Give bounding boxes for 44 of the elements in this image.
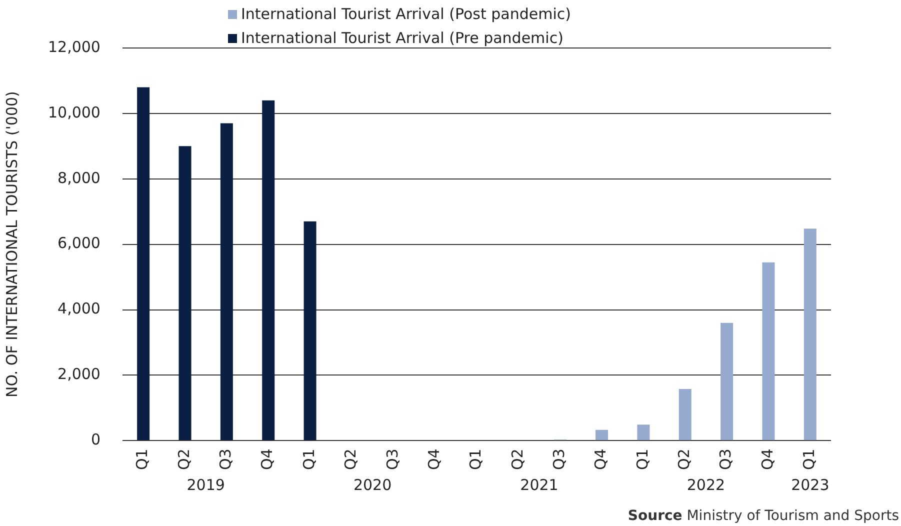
bar bbox=[762, 262, 775, 440]
x-tick-label: Q1 bbox=[133, 448, 152, 470]
x-tick-label: Q3 bbox=[716, 448, 735, 470]
y-tick-label: 0 bbox=[90, 430, 100, 449]
x-tick-label: Q2 bbox=[508, 448, 526, 470]
x-tick-label: Q4 bbox=[258, 448, 276, 470]
bar bbox=[804, 228, 816, 440]
x-tick-label: Q4 bbox=[758, 448, 776, 470]
legend-label: International Tourist Arrival (Post pandemic) bbox=[240, 4, 571, 25]
x-tick-label: Q2 bbox=[342, 448, 360, 470]
bar bbox=[637, 424, 650, 440]
y-tick-label: 10,000 bbox=[48, 103, 100, 122]
bar bbox=[220, 123, 233, 440]
bar bbox=[678, 388, 692, 440]
x-tick-label: Q1 bbox=[800, 448, 818, 470]
text: 2020 bbox=[353, 476, 392, 494]
bar bbox=[178, 146, 192, 440]
bar bbox=[596, 430, 608, 440]
x-tick-label: Q3 bbox=[383, 448, 402, 470]
bar bbox=[262, 100, 275, 440]
text: 2023 bbox=[791, 476, 830, 494]
x-tick-label: Q2 bbox=[675, 448, 694, 470]
y-tick-label: 2,000 bbox=[58, 365, 100, 384]
text: 2021 bbox=[520, 476, 558, 494]
x-tick-label: Q4 bbox=[592, 448, 610, 470]
x-tick-label: Q3 bbox=[216, 448, 235, 470]
x-tick-label: Q1 bbox=[633, 448, 652, 470]
bar bbox=[720, 322, 734, 440]
text: 2022 bbox=[686, 476, 726, 494]
bar bbox=[137, 87, 150, 440]
y-tick-label: 12,000 bbox=[48, 38, 100, 56]
y-tick-label: 8,000 bbox=[58, 168, 100, 187]
source-note: Source Ministry of Tourism and Sports bbox=[628, 508, 899, 524]
text: 2019 bbox=[186, 476, 225, 494]
x-tick-label: Q1 bbox=[466, 448, 485, 470]
x-tick-label: Q2 bbox=[174, 448, 193, 470]
bar bbox=[304, 221, 316, 440]
x-tick-label: Q3 bbox=[550, 448, 568, 470]
y-tick-label: 6,000 bbox=[58, 234, 100, 252]
x-tick-label: Q4 bbox=[424, 448, 443, 470]
y-tick-label: 4,000 bbox=[58, 300, 100, 318]
x-tick-label: Q1 bbox=[300, 448, 318, 470]
legend-label: International Tourist Arrival (Pre pandemic) bbox=[240, 28, 564, 49]
y-axis-title: NO. OF INTERNATIONAL TOURISTS ('000) bbox=[2, 91, 21, 398]
